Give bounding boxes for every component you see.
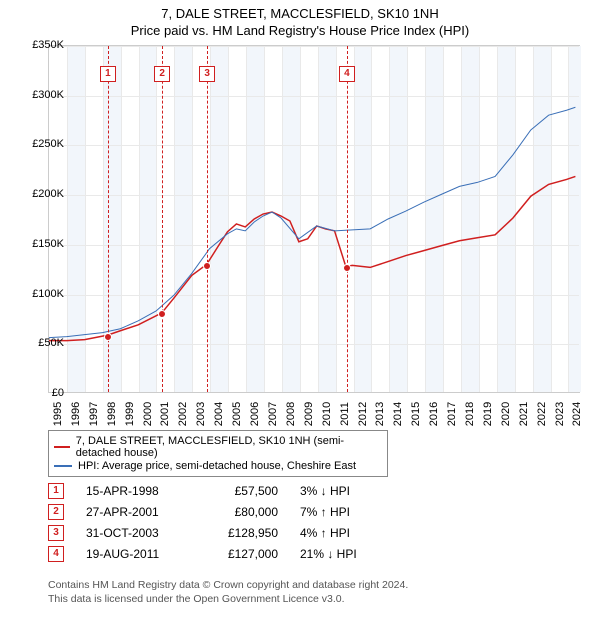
x-tick-label: 2005: [231, 402, 243, 426]
sale-marker-line: [162, 46, 163, 392]
x-tick-label: 2001: [159, 402, 171, 426]
sale-row-badge: 4: [48, 546, 64, 562]
sale-row-date: 31-OCT-2003: [86, 526, 186, 540]
legend-box: 7, DALE STREET, MACCLESFIELD, SK10 1NH (…: [48, 430, 388, 477]
y-tick-label: £300K: [24, 89, 64, 101]
legend-label: HPI: Average price, semi-detached house,…: [78, 460, 356, 472]
chart-title: 7, DALE STREET, MACCLESFIELD, SK10 1NH: [0, 0, 600, 21]
sale-row-price: £128,950: [208, 526, 278, 540]
x-tick-label: 2006: [249, 402, 261, 426]
x-tick-label: 2015: [410, 402, 422, 426]
sale-row-badge: 3: [48, 525, 64, 541]
x-tick-label: 2017: [446, 402, 458, 426]
x-tick-label: 2020: [500, 402, 512, 426]
legend-swatch: [54, 465, 72, 467]
sale-marker-line: [347, 46, 348, 392]
chart-plot-area: 1 2 3 4: [48, 45, 580, 393]
sale-row: 3 31-OCT-2003 £128,950 4% ↑ HPI: [48, 525, 400, 541]
x-tick-label: 2018: [464, 402, 476, 426]
sale-row: 2 27-APR-2001 £80,000 7% ↑ HPI: [48, 504, 400, 520]
y-tick-label: £250K: [24, 138, 64, 150]
sale-row: 1 15-APR-1998 £57,500 3% ↓ HPI: [48, 483, 400, 499]
chart-subtitle: Price paid vs. HM Land Registry's House …: [0, 21, 600, 38]
y-tick-label: £0: [24, 387, 64, 399]
sale-dot: [104, 333, 112, 341]
x-tick-label: 2007: [267, 402, 279, 426]
y-tick-label: £150K: [24, 238, 64, 250]
sale-dot: [343, 264, 351, 272]
sale-row: 4 19-AUG-2011 £127,000 21% ↓ HPI: [48, 546, 400, 562]
y-tick-label: £50K: [24, 337, 64, 349]
attribution-line1: Contains HM Land Registry data © Crown c…: [48, 578, 408, 592]
legend-swatch: [54, 446, 70, 448]
x-tick-label: 2000: [142, 402, 154, 426]
sale-marker-badge: 1: [100, 66, 116, 82]
sale-row-pct: 4% ↑ HPI: [300, 526, 400, 540]
sale-row-price: £127,000: [208, 547, 278, 561]
x-tick-label: 2016: [428, 402, 440, 426]
x-tick-label: 2022: [536, 402, 548, 426]
y-tick-label: £100K: [24, 288, 64, 300]
x-tick-label: 1995: [52, 402, 64, 426]
sale-row-date: 19-AUG-2011: [86, 547, 186, 561]
y-tick-label: £350K: [24, 39, 64, 51]
x-tick-label: 2011: [339, 402, 351, 426]
x-tick-label: 2013: [374, 402, 386, 426]
sale-dot: [158, 310, 166, 318]
sale-dot: [203, 262, 211, 270]
sale-marker-badge: 3: [199, 66, 215, 82]
x-tick-label: 2024: [571, 402, 583, 426]
sale-row-pct: 7% ↑ HPI: [300, 505, 400, 519]
legend-row: 7, DALE STREET, MACCLESFIELD, SK10 1NH (…: [54, 435, 382, 459]
sale-row-badge: 2: [48, 504, 64, 520]
series-line-hpi: [49, 107, 575, 337]
sale-row-price: £57,500: [208, 484, 278, 498]
x-tick-label: 1999: [124, 402, 136, 426]
x-tick-label: 2019: [482, 402, 494, 426]
sale-row-pct: 3% ↓ HPI: [300, 484, 400, 498]
sale-row-date: 15-APR-1998: [86, 484, 186, 498]
sale-row-pct: 21% ↓ HPI: [300, 547, 400, 561]
x-tick-label: 2021: [518, 402, 530, 426]
x-tick-label: 2004: [213, 402, 225, 426]
series-line-property: [49, 176, 575, 340]
x-tick-label: 1996: [70, 402, 82, 426]
legend-label: 7, DALE STREET, MACCLESFIELD, SK10 1NH (…: [76, 435, 382, 459]
x-tick-label: 2023: [554, 402, 566, 426]
x-tick-label: 2014: [392, 402, 404, 426]
x-tick-label: 2008: [285, 402, 297, 426]
x-tick-label: 2010: [321, 402, 333, 426]
x-tick-label: 2009: [303, 402, 315, 426]
sale-marker-badge: 2: [154, 66, 170, 82]
sale-row-price: £80,000: [208, 505, 278, 519]
sales-table: 1 15-APR-1998 £57,500 3% ↓ HPI 2 27-APR-2001 £…: [48, 478, 400, 567]
x-tick-label: 2003: [195, 402, 207, 426]
sale-row-badge: 1: [48, 483, 64, 499]
x-tick-label: 2012: [357, 402, 369, 426]
sale-marker-badge: 4: [339, 66, 355, 82]
x-tick-label: 1998: [106, 402, 118, 426]
y-tick-label: £200K: [24, 188, 64, 200]
sale-row-date: 27-APR-2001: [86, 505, 186, 519]
x-tick-label: 2002: [177, 402, 189, 426]
legend-row: HPI: Average price, semi-detached house,…: [54, 460, 382, 472]
x-tick-label: 1997: [88, 402, 100, 426]
attribution-line2: This data is licensed under the Open Gov…: [48, 592, 408, 606]
sale-marker-line: [207, 46, 208, 392]
attribution: Contains HM Land Registry data © Crown c…: [48, 578, 408, 606]
